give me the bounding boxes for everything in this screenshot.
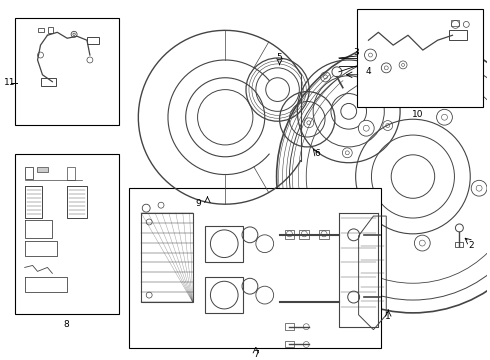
Bar (38, 28, 45, 32)
Bar (449, 30, 467, 40)
Bar (141, 213, 193, 302)
Bar (49, 27, 53, 33)
Bar (299, 230, 309, 239)
Bar (205, 277, 243, 313)
Text: 1: 1 (385, 312, 391, 321)
Bar (24, 167, 33, 179)
Text: 8: 8 (63, 320, 69, 329)
Bar (15, 18, 119, 125)
Bar (67, 167, 75, 180)
Bar (455, 242, 464, 247)
Circle shape (415, 235, 430, 251)
Bar (357, 9, 483, 107)
Bar (129, 188, 381, 348)
Bar (285, 323, 294, 330)
Bar (15, 154, 119, 314)
Bar (319, 230, 329, 239)
Text: 10: 10 (412, 110, 424, 119)
Bar (41, 78, 56, 86)
Text: 6: 6 (314, 149, 320, 158)
Bar (37, 167, 49, 172)
Circle shape (358, 120, 374, 136)
Text: 9: 9 (196, 199, 201, 208)
Text: 3: 3 (354, 48, 360, 57)
Text: 2: 2 (468, 241, 474, 250)
Text: 5: 5 (277, 54, 282, 63)
Text: 7: 7 (253, 350, 259, 359)
Bar (285, 341, 294, 347)
Text: 11: 11 (4, 78, 16, 87)
Circle shape (471, 180, 487, 196)
Bar (87, 37, 99, 44)
Bar (451, 21, 460, 26)
Bar (205, 226, 243, 261)
Circle shape (344, 198, 361, 214)
Bar (285, 230, 294, 239)
Text: 4: 4 (366, 67, 371, 76)
Circle shape (437, 109, 452, 125)
